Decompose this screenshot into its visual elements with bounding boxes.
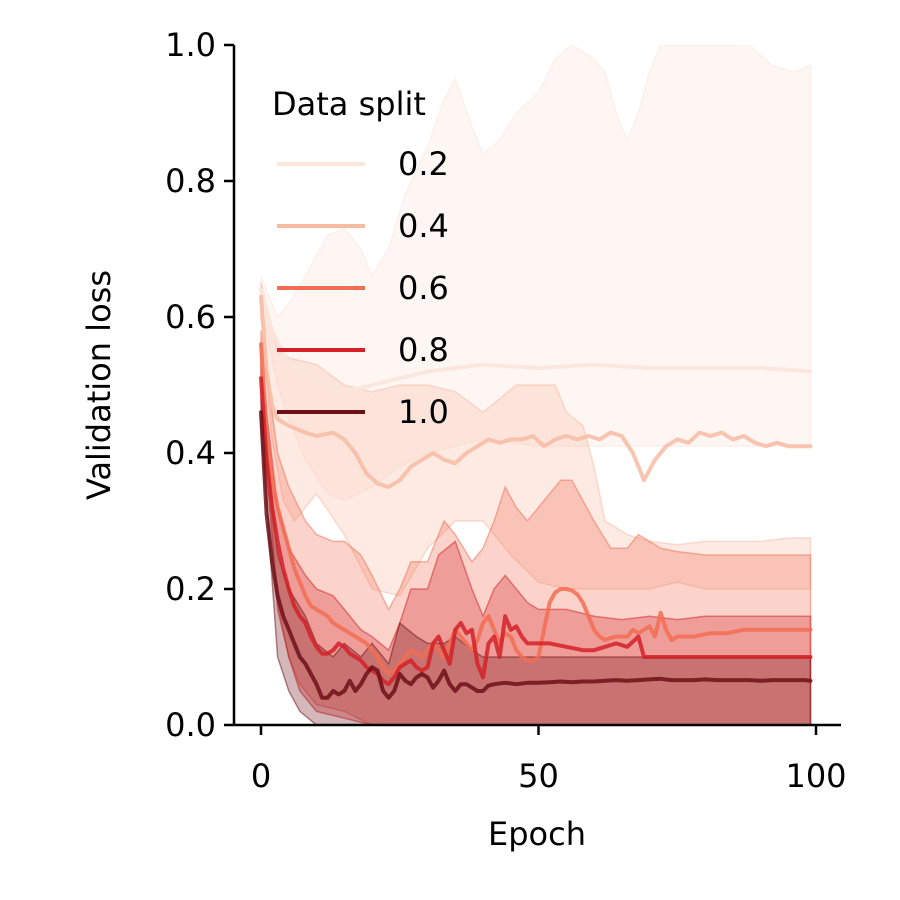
confidence-bands — [260, 45, 812, 725]
x-axis-title: Epoch — [488, 815, 586, 853]
series-line-0-4 — [259, 294, 813, 489]
series-line-0-8 — [259, 376, 813, 687]
axes: 0.0 0.2 0.4 0.6 0.8 1.0 0 50 100 Epoch Validation … — [80, 26, 847, 853]
x-tick-label: 100 — [785, 757, 846, 795]
x-tick-label: 50 — [518, 757, 559, 795]
legend-title: Data split — [272, 85, 426, 123]
series-line-0-2 — [259, 287, 813, 394]
series-line-0-6 — [259, 342, 813, 676]
y-tick-label: 1.0 — [165, 26, 216, 64]
y-tick-label: 0.6 — [165, 298, 216, 336]
legend: Data split 0.2 0.4 0.6 0.8 1.0 — [272, 85, 449, 431]
legend-label-0-6: 0.6 — [398, 269, 449, 307]
y-tick-label: 0.0 — [165, 706, 216, 744]
legend-label-0-2: 0.2 — [398, 145, 449, 183]
y-tick-label: 0.2 — [165, 570, 216, 608]
y-tick-label: 0.4 — [165, 434, 216, 472]
y-axis-title: Validation loss — [80, 270, 118, 500]
band-0-8 — [260, 364, 812, 725]
y-tick-label: 0.8 — [165, 162, 216, 200]
legend-label-1-0: 1.0 — [398, 393, 449, 431]
band-0-2 — [260, 45, 812, 502]
x-tick-label: 0 — [251, 757, 271, 795]
series-lines — [259, 287, 813, 700]
legend-label-0-4: 0.4 — [398, 207, 449, 245]
legend-label-0-8: 0.8 — [398, 331, 449, 369]
series-line-1-0 — [259, 410, 813, 700]
